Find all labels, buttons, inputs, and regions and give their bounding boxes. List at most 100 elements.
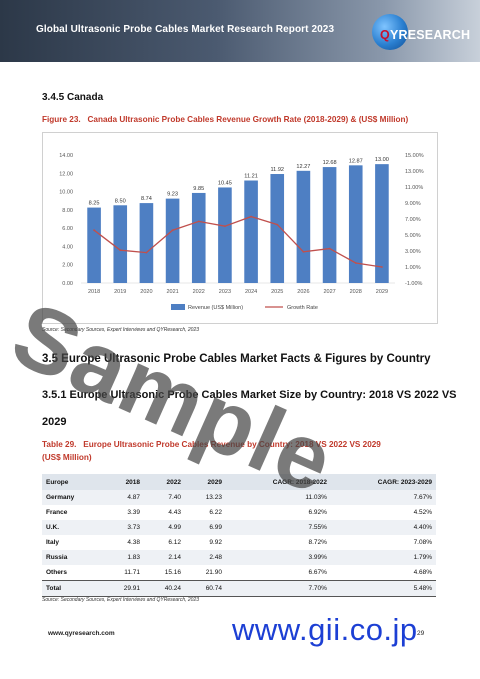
x-tick-label: 2020: [140, 289, 152, 295]
table-cell: Others: [46, 569, 67, 576]
growth-rate-point: [224, 225, 226, 228]
x-tick-label: 2028: [350, 289, 362, 295]
bar-value-label: 8.74: [141, 196, 152, 202]
legend-label-revenue: Revenue (US$ Million): [188, 305, 243, 311]
y-left-tick-label: 2.00: [62, 263, 73, 269]
table-cell: 7.67%: [330, 490, 436, 505]
bar-value-label: 8.50: [115, 198, 126, 204]
y-left-tick-label: 14.00: [59, 153, 73, 159]
table-row: Total 29.91 40.24 60.74 7.70% 5.48%: [42, 580, 436, 597]
revenue-bar: [165, 198, 180, 283]
revenue-bar: [113, 205, 128, 283]
table-cell: 60.74: [185, 580, 226, 597]
table-header-row: Europe 2018 2022 2029 CAGR: 2018-2022 CA…: [42, 474, 436, 490]
x-tick-label: 2023: [219, 289, 231, 295]
x-tick-label: 2021: [166, 289, 178, 295]
table-cell: France: [46, 509, 68, 516]
section-heading-canada: 3.4.5 Canada: [42, 92, 104, 103]
table-header-cell: CAGR: 2018-2022: [225, 474, 331, 490]
table-cell: 4.87: [103, 490, 145, 505]
y-left-tick-label: 4.00: [62, 244, 73, 250]
y-right-tick-label: 7.00%: [405, 217, 421, 223]
growth-rate-point: [250, 215, 252, 218]
revenue-bar: [218, 187, 232, 283]
table-cell: 7.55%: [225, 520, 331, 535]
growth-rate-point: [119, 249, 122, 252]
header-banner: Global Ultrasonic Probe Cables Market Re…: [0, 0, 480, 62]
table-cell: 11.71: [124, 569, 141, 576]
bar-value-label: 11.92: [270, 167, 284, 173]
logo-globe-icon: [372, 14, 408, 50]
x-tick-label: 2019: [114, 289, 126, 295]
table-cell: 9.92: [209, 539, 222, 546]
subsection-heading-line2: 2029: [42, 416, 67, 428]
table-cell: 7.40: [144, 490, 185, 505]
table-cell: 6.92%: [308, 509, 327, 516]
x-tick-label: 2026: [297, 289, 309, 295]
table-cell: 3.99%: [225, 550, 331, 565]
y-right-tick-label: 3.00%: [405, 249, 421, 255]
table-cell: 3.73: [103, 520, 145, 535]
revenue-bar: [244, 180, 258, 283]
table-cell: 5.48%: [330, 580, 436, 597]
x-tick-label: 2029: [376, 289, 388, 295]
table-cell: 8.72%: [308, 539, 327, 546]
revenue-bar: [87, 207, 101, 283]
bar-value-label: 10.45: [218, 180, 232, 186]
growth-rate-point: [93, 229, 95, 232]
y-right-tick-label: 11.00%: [405, 185, 423, 191]
table-cell: 13.23: [185, 490, 226, 505]
growth-rate-point: [354, 262, 357, 264]
x-tick-label: 2018: [88, 289, 100, 295]
table-cell: 21.90: [205, 569, 222, 576]
table-header-cell: 2029: [185, 474, 226, 490]
growth-rate-point: [145, 251, 148, 254]
table-header-cell: CAGR: 2023-2029: [330, 474, 436, 490]
table-row: Others 11.71 15.16 21.90 6.67% 4.68%: [42, 565, 436, 581]
table-cell: 11.03%: [225, 490, 331, 505]
table-cell: 2.14: [144, 550, 185, 565]
table-header-cell: 2018: [103, 474, 145, 490]
x-tick-label: 2025: [271, 289, 283, 295]
revenue-bar: [191, 192, 206, 283]
y-right-tick-label: 15.00%: [405, 153, 424, 159]
revenue-bar: [375, 164, 389, 283]
table-cell: 4.68%: [413, 569, 432, 576]
bar-value-label: 12.27: [296, 164, 310, 170]
y-right-tick-label: 1.00%: [405, 265, 421, 271]
revenue-bar: [296, 170, 311, 283]
revenue-bar: [322, 167, 337, 283]
table-row: France 3.39 4.43 6.22 6.92% 4.52%: [42, 505, 436, 520]
y-left-tick-label: 0.00: [62, 281, 73, 287]
report-title: Global Ultrasonic Probe Cables Market Re…: [36, 24, 335, 35]
table-cell: 3.39: [127, 509, 141, 516]
table-row: U.K. 3.73 4.99 6.99 7.55% 4.40%: [42, 520, 436, 535]
qyresearch-logo: QYRESEARCH: [368, 12, 471, 52]
growth-rate-point: [171, 229, 174, 232]
europe-revenue-table: Europe 2018 2022 2029 CAGR: 2018-2022 CA…: [42, 474, 436, 597]
table-header-cell: Europe: [42, 474, 104, 490]
table-header-cell: 2022: [144, 474, 185, 490]
table-row: Italy 4.38 6.12 9.92 8.72% 7.08%: [42, 535, 436, 550]
growth-rate-point: [197, 220, 200, 223]
table-cell: 1.79%: [330, 550, 436, 565]
table-cell: 4.52%: [413, 509, 432, 516]
table-row: Germany 4.87 7.40 13.23 11.03% 7.67%: [42, 490, 436, 505]
revenue-bar: [139, 203, 154, 283]
table-cell: 29.91: [103, 580, 145, 597]
figure-caption: Figure 23. Canada Ultrasonic Probe Cable…: [42, 115, 409, 124]
table-cell: 2.48: [185, 550, 226, 565]
y-right-tick-label: 9.00%: [405, 201, 421, 207]
table-cell: Russia: [42, 550, 104, 565]
gii-watermark: www.gii.co.jp: [232, 612, 418, 647]
table-cell: 1.83: [103, 550, 145, 565]
x-tick-label: 2024: [245, 289, 257, 295]
growth-rate-line: [93, 215, 382, 268]
y-right-tick-label: 5.00%: [405, 233, 421, 239]
table-cell: 6.22: [209, 509, 222, 516]
table-caption-line2: (US$ Million): [42, 453, 92, 462]
x-tick-label: 2027: [323, 289, 335, 295]
table-cell: 4.38: [127, 539, 141, 546]
table-cell: 6.12: [168, 539, 181, 546]
logo-text: QYRESEARCH: [380, 28, 471, 42]
